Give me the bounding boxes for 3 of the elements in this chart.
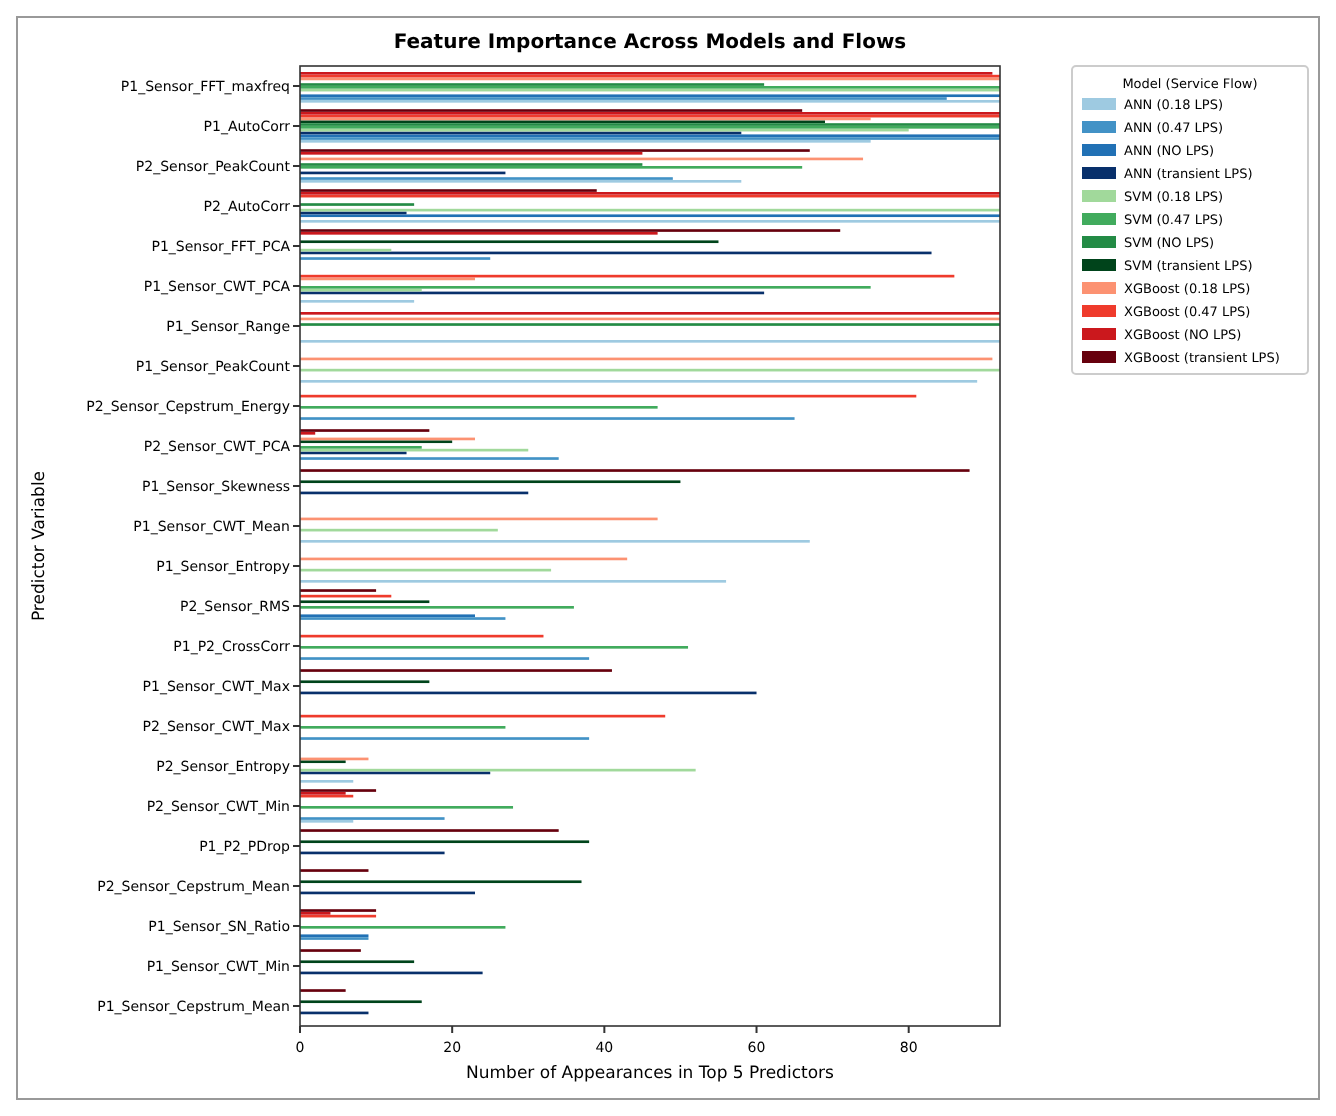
y-axis-title: Predictor Variable (30, 470, 50, 622)
x-axis-title: Number of Appearances in Top 5 Predictors (466, 1064, 836, 1084)
chart-title: Feature Importance Across Models and Flows (393, 32, 907, 54)
